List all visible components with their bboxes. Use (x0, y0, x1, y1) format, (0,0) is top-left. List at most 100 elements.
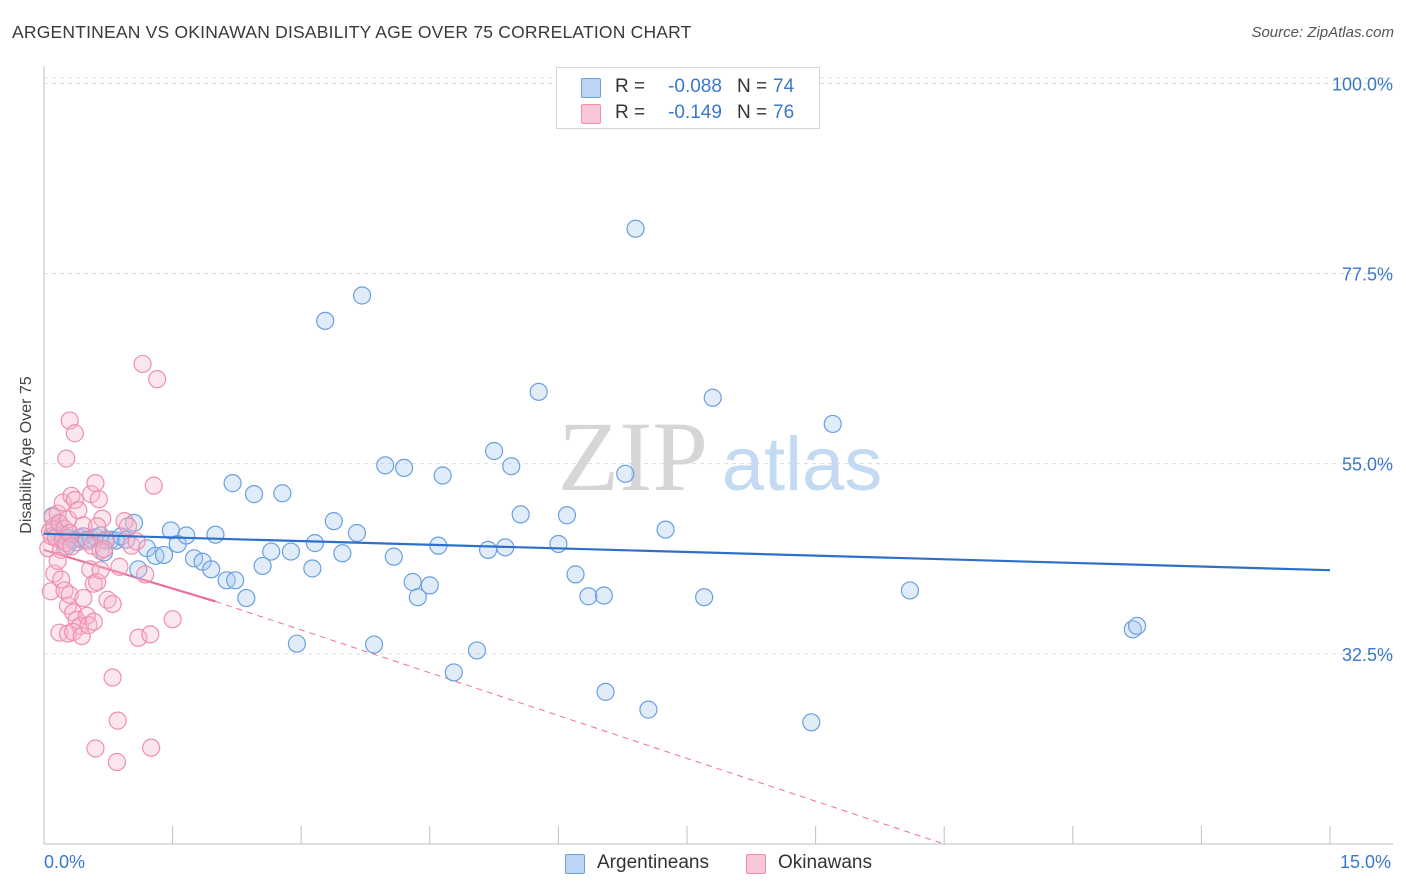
pink-swatch (746, 854, 766, 874)
argentinean-point (616, 464, 635, 483)
okinawan-point (88, 572, 107, 592)
argentinean-point (384, 547, 403, 566)
grid-lines (44, 77, 1393, 655)
argentinean-point (529, 382, 548, 401)
argentinean-point (403, 572, 422, 592)
okinawan-point (79, 616, 98, 635)
argentinean-point (802, 713, 821, 732)
argentinean-point (444, 663, 463, 682)
argentinean-point (433, 466, 452, 485)
x-tick-label-max: 15.0% (1340, 852, 1392, 872)
chart-title: ARGENTINEAN VS OKINAWAN DISABILITY AGE O… (12, 22, 692, 42)
argentinean-point (287, 634, 307, 653)
y-tick-label: 32.5% (1342, 645, 1393, 665)
okinawan-point (103, 594, 122, 614)
okinawan-point (110, 557, 129, 576)
argentinean-point (223, 474, 242, 493)
axes (43, 66, 1393, 845)
argentinean-point (273, 484, 292, 503)
legend-label: Argentineans (597, 852, 709, 873)
watermark: ZIP atlas (558, 401, 882, 512)
argentinean-point (639, 700, 658, 719)
argentinean-point (467, 641, 487, 660)
argentinean-point (177, 526, 196, 545)
argentinean-point (594, 586, 613, 605)
argentinean-point (226, 571, 245, 590)
okinawan-point (48, 551, 67, 570)
okinawan-point (133, 354, 152, 374)
okinawan-point (58, 510, 78, 529)
okinawan-point (57, 449, 76, 468)
argentinean-point (124, 513, 144, 532)
okinawan-point (86, 474, 105, 493)
argentinean-point (485, 441, 504, 461)
argentinean-point (420, 576, 439, 595)
argentinean-point (502, 457, 521, 476)
argentinean-point (253, 556, 272, 576)
argentinean-point (281, 542, 301, 561)
y-tick-label: 77.5% (1342, 265, 1393, 285)
argentinean-point (324, 512, 343, 531)
okinawan-point (141, 625, 160, 644)
okinawan-point (103, 668, 122, 687)
okinawan-point (88, 517, 107, 536)
argentineans-trend-line (43, 532, 1331, 572)
argentineans-trend (43, 532, 1331, 572)
okinawan-point (115, 512, 134, 531)
okinawan-point (86, 739, 105, 758)
argentinean-point (352, 286, 372, 305)
argentineans-points (43, 219, 1147, 732)
x-tick-label-min: 0.0% (44, 852, 86, 872)
okinawan-point (148, 370, 167, 389)
okinawan-point (65, 424, 84, 443)
r-label: R = (615, 102, 646, 123)
watermark-atlas: atlas (722, 422, 883, 507)
y-axis-label: Disability Age Over 75 (18, 376, 35, 534)
okinawan-point (144, 476, 163, 495)
source-label: Source: ZipAtlas.com (1251, 24, 1394, 41)
pink-swatch (581, 104, 601, 124)
argentinean-point (154, 545, 174, 565)
blue-swatch (581, 78, 601, 98)
argentinean-point (347, 523, 367, 543)
argentinean-point (364, 635, 384, 654)
okinawan-point (91, 561, 110, 580)
argentinean-point (579, 587, 598, 606)
argentinean-point (202, 560, 221, 579)
blue-swatch (565, 854, 585, 874)
argentinean-point (557, 506, 577, 525)
okinawan-point (62, 537, 81, 556)
okinawan-point (64, 622, 83, 641)
n-value: 76 (773, 102, 795, 123)
okinawan-point (41, 582, 60, 601)
argentinean-point (900, 581, 920, 600)
argentinean-point (626, 219, 645, 238)
argentinean-point (303, 559, 322, 578)
argentinean-point (237, 588, 256, 608)
argentinean-point (316, 311, 335, 330)
okinawan-point (69, 501, 88, 520)
n-label: N = (737, 102, 768, 123)
argentinean-point (823, 414, 842, 434)
argentinean-point (695, 588, 714, 607)
r-label: R = (615, 76, 646, 97)
okinawans-trend (43, 548, 216, 603)
okinawan-point (74, 588, 93, 608)
argentinean-point (376, 456, 395, 475)
argentinean-point (305, 534, 325, 553)
n-label: N = (737, 76, 768, 97)
okinawan-point (52, 570, 71, 589)
okinawan-point (82, 536, 102, 555)
okinawan-point (60, 523, 79, 543)
okinawan-point (118, 517, 138, 536)
argentinean-point (511, 505, 530, 524)
okinawan-point (60, 585, 79, 604)
argentinean-point (656, 520, 675, 539)
okinawan-point (136, 565, 155, 584)
y-tick-label: 100.0% (1332, 74, 1393, 94)
argentinean-point (394, 458, 414, 478)
r-value: -0.088 (668, 76, 722, 97)
n-value: 74 (773, 76, 795, 97)
y-tick-labels: 32.5% 55.0% 77.5% 100.0% (1332, 74, 1393, 664)
